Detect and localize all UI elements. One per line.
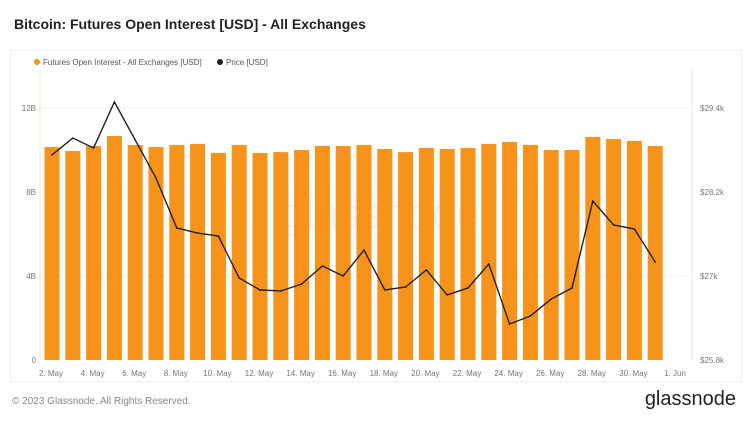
bar-open-interest	[543, 150, 559, 360]
bar-open-interest	[231, 144, 247, 360]
x-axis-tick: 2. May	[39, 369, 63, 378]
bar-open-interest	[481, 143, 497, 360]
price-point	[300, 283, 303, 285]
price-point	[134, 139, 136, 141]
price-point	[384, 289, 386, 291]
x-axis-tick: 6. May	[122, 369, 146, 378]
bar-open-interest	[314, 146, 330, 360]
bar-open-interest	[335, 146, 351, 360]
bar-open-interest	[127, 144, 143, 360]
price-point	[92, 147, 95, 149]
price-point	[467, 287, 469, 289]
bar-open-interest	[398, 152, 414, 360]
bar-open-interest	[294, 150, 310, 360]
price-line	[51, 100, 656, 325]
bar-open-interest	[252, 152, 268, 360]
x-axis-tick: 18. May	[370, 369, 398, 378]
price-point	[488, 263, 490, 265]
legend-marker-open-interest	[34, 59, 40, 65]
price-point	[280, 290, 282, 292]
price-point	[529, 315, 532, 317]
left-axis-tick: 4B	[26, 272, 36, 281]
x-axis-tick: 16. May	[328, 369, 356, 378]
bar-open-interest	[647, 146, 663, 360]
x-axis-tick: 28. May	[578, 369, 606, 378]
price-point	[592, 200, 594, 202]
bar-open-interest	[44, 147, 60, 360]
x-axis-tick: 10. May	[203, 369, 231, 378]
chart-title: Bitcoin: Futures Open Interest [USD] - A…	[14, 16, 366, 32]
left-axis-tick: 12B	[22, 104, 36, 113]
x-axis-tick: 8. May	[164, 369, 188, 378]
bar-open-interest	[585, 136, 601, 360]
bar-open-interest	[564, 150, 580, 360]
bar-open-interest	[86, 146, 102, 360]
price-point	[633, 228, 636, 230]
x-axis-tick: 24. May	[494, 369, 522, 378]
price-point	[196, 232, 199, 234]
price-point	[363, 249, 365, 251]
bar-open-interest	[626, 140, 642, 360]
left-axis-tick: 8B	[26, 188, 36, 197]
legend-label-price: Price [USD]	[226, 58, 268, 67]
x-axis-tick: 26. May	[536, 369, 564, 378]
x-axis-tick: 4. May	[81, 369, 105, 378]
price-point	[654, 261, 656, 263]
price-point	[259, 289, 261, 291]
chart-frame	[10, 50, 742, 382]
price-point	[321, 265, 324, 267]
bar-open-interest	[190, 143, 206, 360]
bar-open-interest	[148, 147, 164, 360]
price-point	[508, 323, 511, 325]
x-axis-tick: 22. May	[453, 369, 481, 378]
bar-open-interest	[460, 147, 476, 360]
price-point	[550, 298, 552, 300]
price-point	[342, 275, 345, 277]
x-axis-tick: 14. May	[286, 369, 314, 378]
bar-open-interest	[439, 148, 455, 360]
x-axis-tick: 1. Jun	[664, 369, 686, 378]
bar-open-interest	[502, 142, 518, 360]
bar-open-interest	[356, 144, 372, 360]
bar-open-interest	[418, 147, 434, 360]
x-axis-tick: 12. May	[245, 369, 273, 378]
right-axis-tick: $29.4k	[700, 104, 725, 113]
right-axis-tick: $27k	[700, 272, 718, 281]
price-point	[571, 287, 573, 289]
price-point	[51, 154, 53, 156]
price-point	[404, 286, 407, 288]
bar-open-interest	[273, 152, 289, 360]
price-point	[238, 277, 240, 279]
price-point	[425, 269, 428, 271]
price-point	[446, 294, 449, 296]
left-axis-tick: 0	[32, 356, 37, 365]
right-axis-tick: $28.2k	[700, 188, 725, 197]
price-point	[155, 177, 157, 179]
bar-open-interest	[606, 139, 622, 360]
bar-open-interest	[522, 144, 538, 360]
bar-open-interest	[65, 151, 81, 360]
price-point	[113, 101, 116, 103]
bar-open-interest	[377, 148, 393, 360]
price-point	[176, 227, 178, 229]
legend-label-open-interest: Futures Open Interest - All Exchanges [U…	[43, 58, 202, 67]
copyright: © 2023 Glassnode. All Rights Reserved.	[12, 396, 191, 407]
right-axis-tick: $25.8k	[700, 356, 725, 365]
bar-open-interest	[210, 152, 226, 360]
bar-open-interest	[169, 144, 185, 360]
price-point	[72, 137, 74, 139]
legend-marker-price	[217, 59, 223, 65]
bar-open-interest	[106, 135, 122, 360]
x-axis-tick: 20. May	[411, 369, 439, 378]
price-point	[612, 224, 615, 226]
x-axis-tick: 30. May	[619, 369, 647, 378]
glassnode-logo: glassnode	[644, 388, 736, 410]
price-point	[217, 235, 220, 237]
